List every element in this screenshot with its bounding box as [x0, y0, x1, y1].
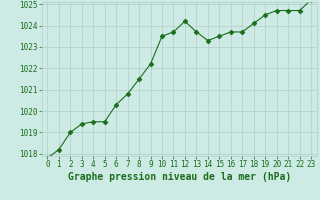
X-axis label: Graphe pression niveau de la mer (hPa): Graphe pression niveau de la mer (hPa) [68, 172, 291, 182]
